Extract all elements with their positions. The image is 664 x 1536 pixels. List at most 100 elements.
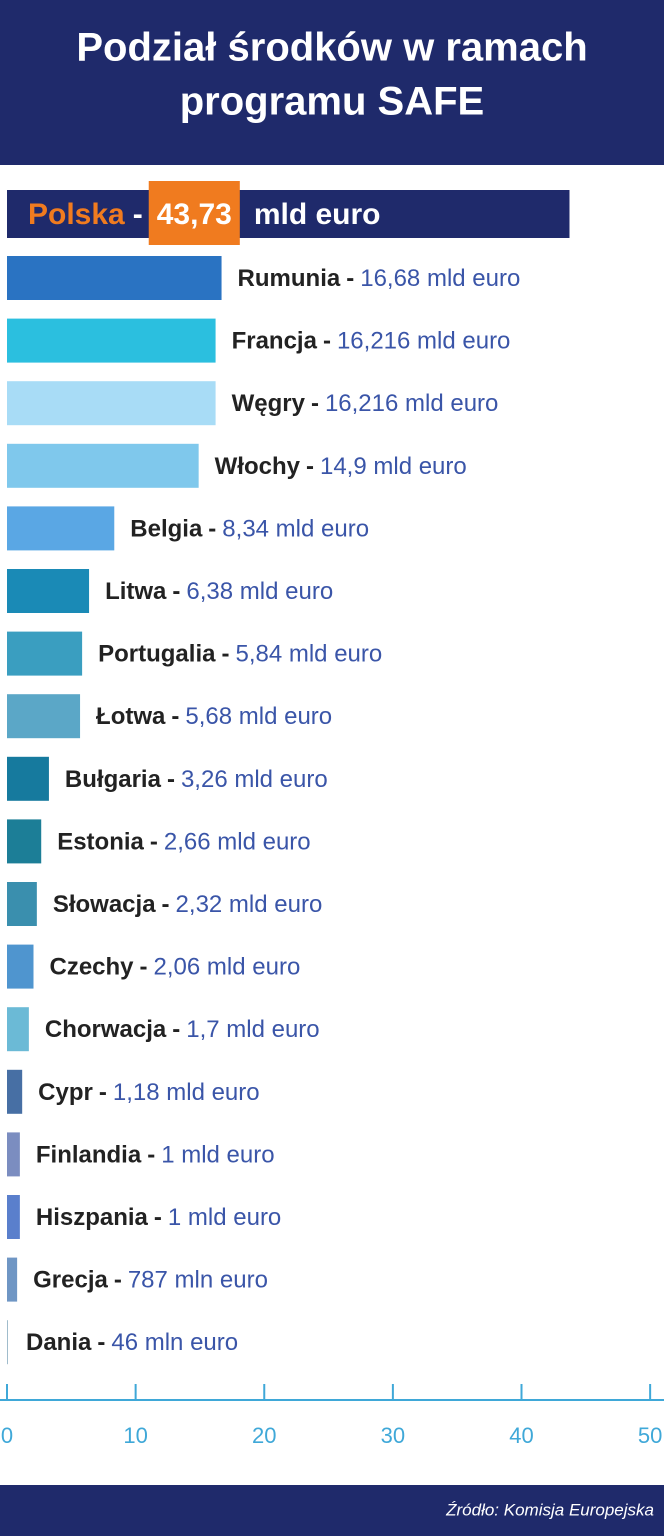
value-label: 16,216 mld euro bbox=[325, 391, 498, 418]
bar bbox=[7, 944, 34, 989]
bar bbox=[7, 569, 90, 613]
category-label: Portugalia bbox=[98, 641, 216, 668]
value-label: 1 mld euro bbox=[161, 1142, 274, 1169]
separator: - bbox=[208, 516, 216, 543]
category-label: Litwa bbox=[105, 578, 167, 605]
bar-label: Rumunia -16,68 mld euro bbox=[238, 265, 521, 292]
category-label: Dania bbox=[26, 1330, 92, 1357]
bar-label: Węgry -16,216 mld euro bbox=[232, 391, 499, 418]
bar bbox=[7, 694, 81, 739]
value-label: 3,26 mld euro bbox=[181, 766, 328, 793]
footer-band bbox=[0, 1485, 664, 1536]
bar bbox=[7, 819, 42, 864]
bar bbox=[7, 631, 83, 676]
category-label: Czechy bbox=[49, 954, 134, 981]
separator: - bbox=[172, 578, 180, 605]
category-label: Rumunia bbox=[238, 265, 341, 292]
bar-label: Estonia -2,66 mld euro bbox=[57, 829, 310, 856]
category-label: Chorwacja bbox=[45, 1017, 167, 1044]
separator: - bbox=[114, 1267, 122, 1294]
bar-label: Bułgaria -3,26 mld euro bbox=[65, 766, 328, 793]
value-label: 2,66 mld euro bbox=[164, 829, 311, 856]
separator: - bbox=[140, 954, 148, 981]
value-label: 46 mln euro bbox=[111, 1330, 238, 1357]
bar bbox=[7, 506, 115, 551]
value-highlight bbox=[148, 181, 240, 245]
bar bbox=[7, 1195, 20, 1239]
x-tick-label: 10 bbox=[123, 1423, 147, 1448]
value-label: 1,7 mld euro bbox=[186, 1017, 319, 1044]
title-band bbox=[0, 0, 664, 165]
separator: - bbox=[133, 198, 143, 231]
value-label: 2,06 mld euro bbox=[154, 954, 301, 981]
chart-title: Podział środków w ramach bbox=[76, 26, 587, 70]
bar-label: Chorwacja -1,7 mld euro bbox=[45, 1017, 320, 1044]
separator: - bbox=[97, 1330, 105, 1357]
bar-label: Belgia -8,34 mld euro bbox=[130, 516, 369, 543]
bar-label: Portugalia -5,84 mld euro bbox=[98, 641, 382, 668]
bar-label: Włochy -14,9 mld euro bbox=[215, 453, 467, 480]
separator: - bbox=[172, 1017, 180, 1044]
bar bbox=[7, 1132, 20, 1177]
value-label: 2,32 mld euro bbox=[176, 891, 323, 918]
bar bbox=[7, 1320, 8, 1365]
unit-label: mld euro bbox=[254, 198, 381, 231]
category-label: Cypr bbox=[38, 1079, 93, 1106]
value-label: 43,73 bbox=[157, 198, 232, 231]
category-label: Łotwa bbox=[96, 704, 166, 731]
separator: - bbox=[147, 1142, 155, 1169]
separator: - bbox=[162, 891, 170, 918]
separator: - bbox=[311, 391, 319, 418]
bar bbox=[7, 190, 570, 238]
separator: - bbox=[167, 766, 175, 793]
value-label: 6,38 mld euro bbox=[186, 578, 333, 605]
separator: - bbox=[154, 1204, 162, 1231]
category-label: Polska bbox=[28, 198, 125, 231]
bar-label: Słowacja -2,32 mld euro bbox=[53, 891, 322, 918]
source: Źródło: Komisja Europejska bbox=[445, 1500, 654, 1519]
x-tick-label: 30 bbox=[381, 1423, 405, 1448]
category-label: Belgia bbox=[130, 516, 203, 543]
separator: - bbox=[150, 829, 158, 856]
bar-label: Litwa -6,38 mld euro bbox=[105, 578, 333, 605]
bar bbox=[7, 381, 216, 426]
category-label: Grecja bbox=[33, 1267, 108, 1294]
bar bbox=[7, 318, 216, 363]
x-tick-label: 40 bbox=[509, 1423, 533, 1448]
x-tick-label: 20 bbox=[252, 1423, 276, 1448]
bar-label: Łotwa -5,68 mld euro bbox=[96, 704, 332, 731]
category-label: Francja bbox=[232, 328, 318, 355]
category-label: Słowacja bbox=[53, 891, 156, 918]
x-tick-label: 0 bbox=[1, 1423, 13, 1448]
bar-label: Cypr -1,18 mld euro bbox=[38, 1079, 259, 1106]
separator: - bbox=[346, 265, 354, 292]
bar bbox=[7, 443, 199, 488]
category-label: Hiszpania bbox=[36, 1204, 149, 1231]
bar-label: Finlandia -1 mld euro bbox=[36, 1142, 275, 1169]
bar-label: Grecja -787 mln euro bbox=[33, 1267, 268, 1294]
category-label: Węgry bbox=[232, 391, 306, 418]
value-label: 16,68 mld euro bbox=[360, 265, 520, 292]
bar bbox=[7, 756, 49, 801]
value-label: 8,34 mld euro bbox=[222, 516, 369, 543]
chart-title: programu SAFE bbox=[180, 80, 484, 124]
bar-label: Hiszpania -1 mld euro bbox=[36, 1204, 281, 1231]
value-label: 787 mln euro bbox=[128, 1267, 268, 1294]
value-label: 1,18 mld euro bbox=[113, 1079, 260, 1106]
bar-label: Polska -43,73 mld euro bbox=[28, 198, 381, 231]
category-label: Bułgaria bbox=[65, 766, 162, 793]
bar bbox=[7, 1007, 29, 1052]
value-label: 5,84 mld euro bbox=[235, 641, 382, 668]
value-label: 14,9 mld euro bbox=[320, 453, 467, 480]
separator: - bbox=[323, 328, 331, 355]
bar bbox=[7, 256, 222, 300]
category-label: Finlandia bbox=[36, 1142, 142, 1169]
bar-label: Francja -16,216 mld euro bbox=[232, 328, 511, 355]
separator: - bbox=[221, 641, 229, 668]
separator: - bbox=[99, 1079, 107, 1106]
value-label: 1 mld euro bbox=[168, 1204, 281, 1231]
bar bbox=[7, 882, 37, 926]
x-tick-label: 50 bbox=[638, 1423, 662, 1448]
category-label: Estonia bbox=[57, 829, 144, 856]
